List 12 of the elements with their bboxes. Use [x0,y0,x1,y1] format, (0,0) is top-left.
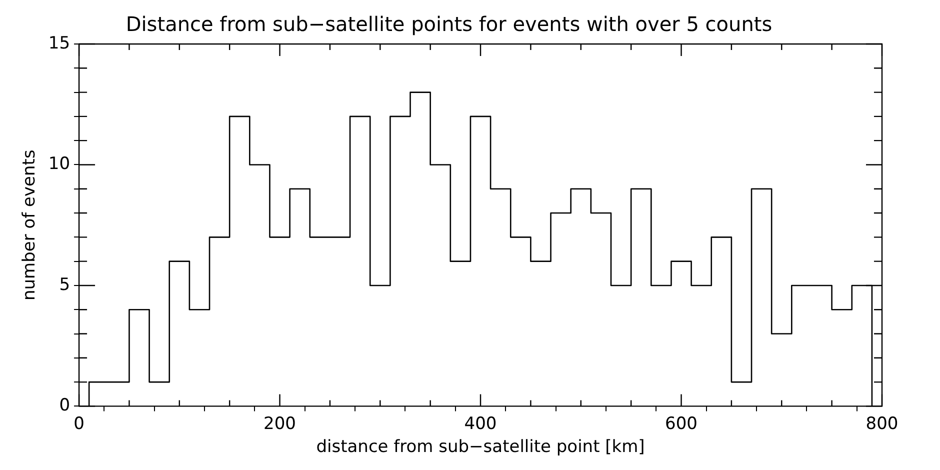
x-tick-label: 200 [264,414,296,434]
x-tick-label: 0 [74,414,84,434]
y-tick-label: 5 [59,274,70,295]
x-axis-title: distance from sub−satellite point [km] [316,437,645,458]
y-tick-label: 0 [59,396,70,416]
x-tick-label: 600 [665,414,698,434]
y-tick-label: 15 [48,33,70,54]
y-tick-label: 10 [48,154,70,174]
x-tick-label: 800 [866,414,898,434]
x-tick-label: 400 [464,414,497,434]
chart-title: Distance from sub−satellite points for events with over 5 counts [126,12,772,36]
y-axis-title: number of events [20,150,40,301]
